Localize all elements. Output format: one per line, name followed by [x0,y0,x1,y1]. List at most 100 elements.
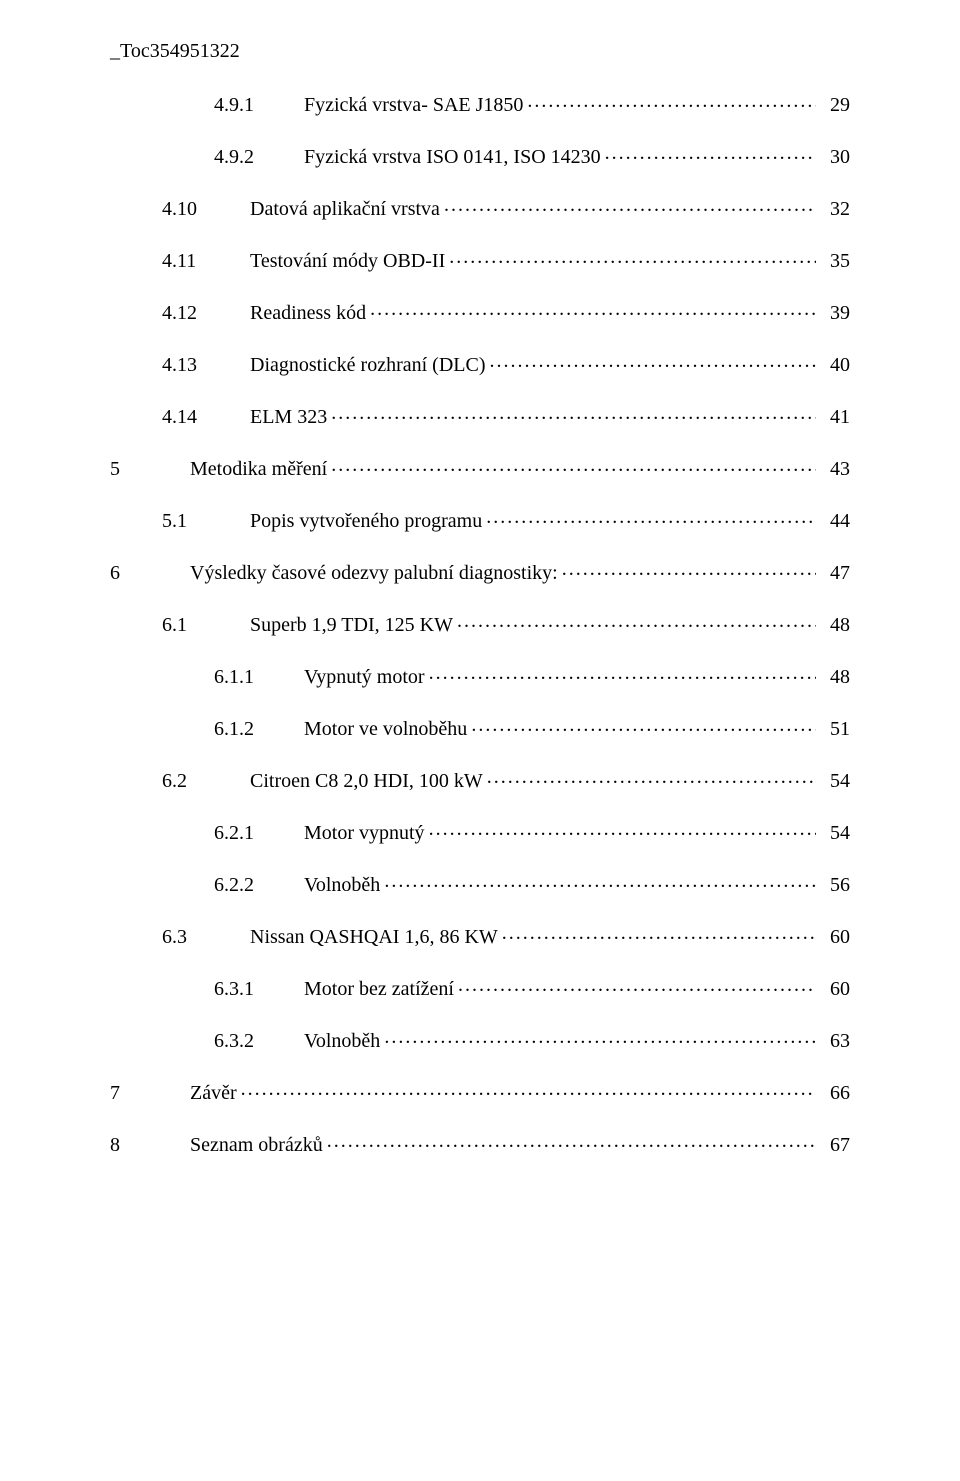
toc-entry: 4.9.2Fyzická vrstva ISO 0141, ISO 14230 3… [110,143,850,167]
toc-entry-number: 6.3.1 [214,979,304,999]
toc-entry-page: 44 [816,511,850,531]
toc-entry-page: 29 [816,95,850,115]
toc-entry-page: 63 [816,1031,850,1051]
toc-entry-number: 4.13 [162,355,250,375]
toc-leader-dots [489,351,816,371]
toc-entry-number: 6 [110,563,190,583]
toc-entry-number: 4.9.1 [214,95,304,115]
toc-entry-title: Metodika měření [190,459,331,479]
toc-entry-number: 4.12 [162,303,250,323]
toc-entry-title: Diagnostické rozhraní (DLC) [250,355,489,375]
toc-leader-dots [486,507,816,527]
toc-entry-page: 47 [816,563,850,583]
toc-entry-number: 8 [110,1135,190,1155]
toc-leader-dots [327,1131,816,1151]
toc-leader-dots [457,611,816,631]
toc-entry-title: Volnoběh [304,875,384,895]
toc-entry: 8Seznam obrázků 67 [110,1131,850,1155]
toc-entry-title: Popis vytvořeného programu [250,511,486,531]
toc-entry-number: 6.2 [162,771,250,791]
toc-entry-title: Motor vypnutý [304,823,429,843]
toc-entry-title: Readiness kód [250,303,370,323]
toc-leader-dots [502,923,816,943]
toc-entry-page: 48 [816,667,850,687]
toc-entry: 6.2.1Motor vypnutý 54 [110,819,850,843]
toc-entry-page: 60 [816,979,850,999]
toc-entry-title: Superb 1,9 TDI, 125 KW [250,615,457,635]
toc-entry-page: 56 [816,875,850,895]
toc-entry-page: 60 [816,927,850,947]
toc-entry-number: 4.11 [162,251,250,271]
toc-entry-title: Citroen C8 2,0 HDI, 100 kW [250,771,487,791]
toc-entry: 6.1.1Vypnutý motor 48 [110,663,850,687]
toc-entry-title: Nissan QASHQAI 1,6, 86 KW [250,927,502,947]
toc-entry: 5Metodika měření 43 [110,455,850,479]
toc-entry-page: 48 [816,615,850,635]
toc-leader-dots [449,247,816,267]
toc-entry-title: Motor ve volnoběhu [304,719,471,739]
toc-entry-page: 54 [816,771,850,791]
toc-entry-number: 5 [110,459,190,479]
page: _Toc354951322 4.9.1Fyzická vrstva- SAE J… [0,0,960,1481]
toc-leader-dots [241,1079,816,1099]
toc-entry-page: 54 [816,823,850,843]
toc-entry: 6.1Superb 1,9 TDI, 125 KW 48 [110,611,850,635]
toc-entry-title: Datová aplikační vrstva [250,199,444,219]
toc-entry-page: 35 [816,251,850,271]
toc-entry: 5.1Popis vytvořeného programu 44 [110,507,850,531]
toc-entry-page: 40 [816,355,850,375]
toc-entry-page: 30 [816,147,850,167]
toc-entry-number: 7 [110,1083,190,1103]
toc-entry-number: 6.1 [162,615,250,635]
toc-entry-page: 67 [816,1135,850,1155]
toc-entry-title: Fyzická vrstva- SAE J1850 [304,95,527,115]
toc-entry-page: 66 [816,1083,850,1103]
toc-entry: 7Závěr66 [110,1079,850,1103]
toc-entry-number: 5.1 [162,511,250,531]
toc-leader-dots [384,1027,816,1047]
toc-entry-number: 6.2.2 [214,875,304,895]
toc-entry-title: Fyzická vrstva ISO 0141, ISO 14230 [304,147,605,167]
toc-leader-dots [444,195,816,215]
toc-leader-dots [384,871,816,891]
toc-entry-number: 4.14 [162,407,250,427]
toc-entry-number: 4.9.2 [214,147,304,167]
toc-entry-page: 39 [816,303,850,323]
toc-entry: 6.3.1Motor bez zatížení 60 [110,975,850,999]
toc-leader-dots [429,663,816,683]
toc-leader-dots [562,559,816,579]
toc-entry-title: ELM 323 [250,407,331,427]
toc-entry-number: 6.1.1 [214,667,304,687]
toc-leader-dots [370,299,816,319]
toc-entry-number: 6.3 [162,927,250,947]
toc-entry: 4.9.1Fyzická vrstva- SAE J1850 29 [110,91,850,115]
toc-entry-title: Testování módy OBD-II [250,251,449,271]
toc-entry-number: 6.3.2 [214,1031,304,1051]
toc-entry: 6.2Citroen C8 2,0 HDI, 100 kW 54 [110,767,850,791]
anchor-reference: _Toc354951322 [110,40,850,63]
toc-entry: 4.10Datová aplikační vrstva32 [110,195,850,219]
toc-entry: 4.11Testování módy OBD-II 35 [110,247,850,271]
toc-entry-title: Motor bez zatížení [304,979,458,999]
toc-entry: 4.12Readiness kód 39 [110,299,850,323]
toc-leader-dots [487,767,816,787]
table-of-contents: 4.9.1Fyzická vrstva- SAE J1850 29 4.9.2Fyz… [110,91,850,1155]
toc-entry: 6.1.2Motor ve volnoběhu 51 [110,715,850,739]
toc-entry: 4.13Diagnostické rozhraní (DLC) 40 [110,351,850,375]
toc-entry-page: 43 [816,459,850,479]
toc-entry-number: 6.1.2 [214,719,304,739]
toc-leader-dots [605,143,816,163]
toc-entry-title: Seznam obrázků [190,1135,327,1155]
toc-entry-title: Volnoběh [304,1031,384,1051]
toc-entry-page: 32 [816,199,850,219]
toc-entry-page: 41 [816,407,850,427]
toc-entry-number: 6.2.1 [214,823,304,843]
toc-entry-page: 51 [816,719,850,739]
toc-entry-title: Vypnutý motor [304,667,429,687]
toc-leader-dots [331,403,816,423]
toc-leader-dots [331,455,816,475]
toc-entry: 6Výsledky časové odezvy palubní diagnost… [110,559,850,583]
toc-entry: 6.3Nissan QASHQAI 1,6, 86 KW 60 [110,923,850,947]
toc-entry: 6.2.2Volnoběh 56 [110,871,850,895]
toc-leader-dots [429,819,816,839]
